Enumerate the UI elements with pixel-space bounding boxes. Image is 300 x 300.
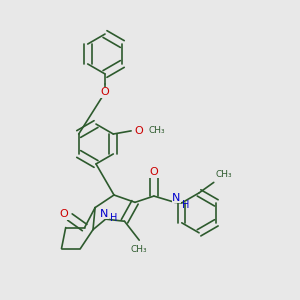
- Text: N: N: [172, 193, 181, 203]
- Text: N: N: [100, 209, 108, 219]
- Text: H: H: [182, 200, 190, 210]
- Text: O: O: [100, 87, 109, 98]
- Text: O: O: [149, 167, 158, 177]
- Text: H: H: [110, 213, 118, 223]
- Text: CH₃: CH₃: [148, 126, 165, 135]
- Text: O: O: [134, 126, 143, 136]
- Text: CH₃: CH₃: [215, 170, 232, 179]
- Text: O: O: [59, 209, 68, 219]
- Text: CH₃: CH₃: [131, 245, 148, 254]
